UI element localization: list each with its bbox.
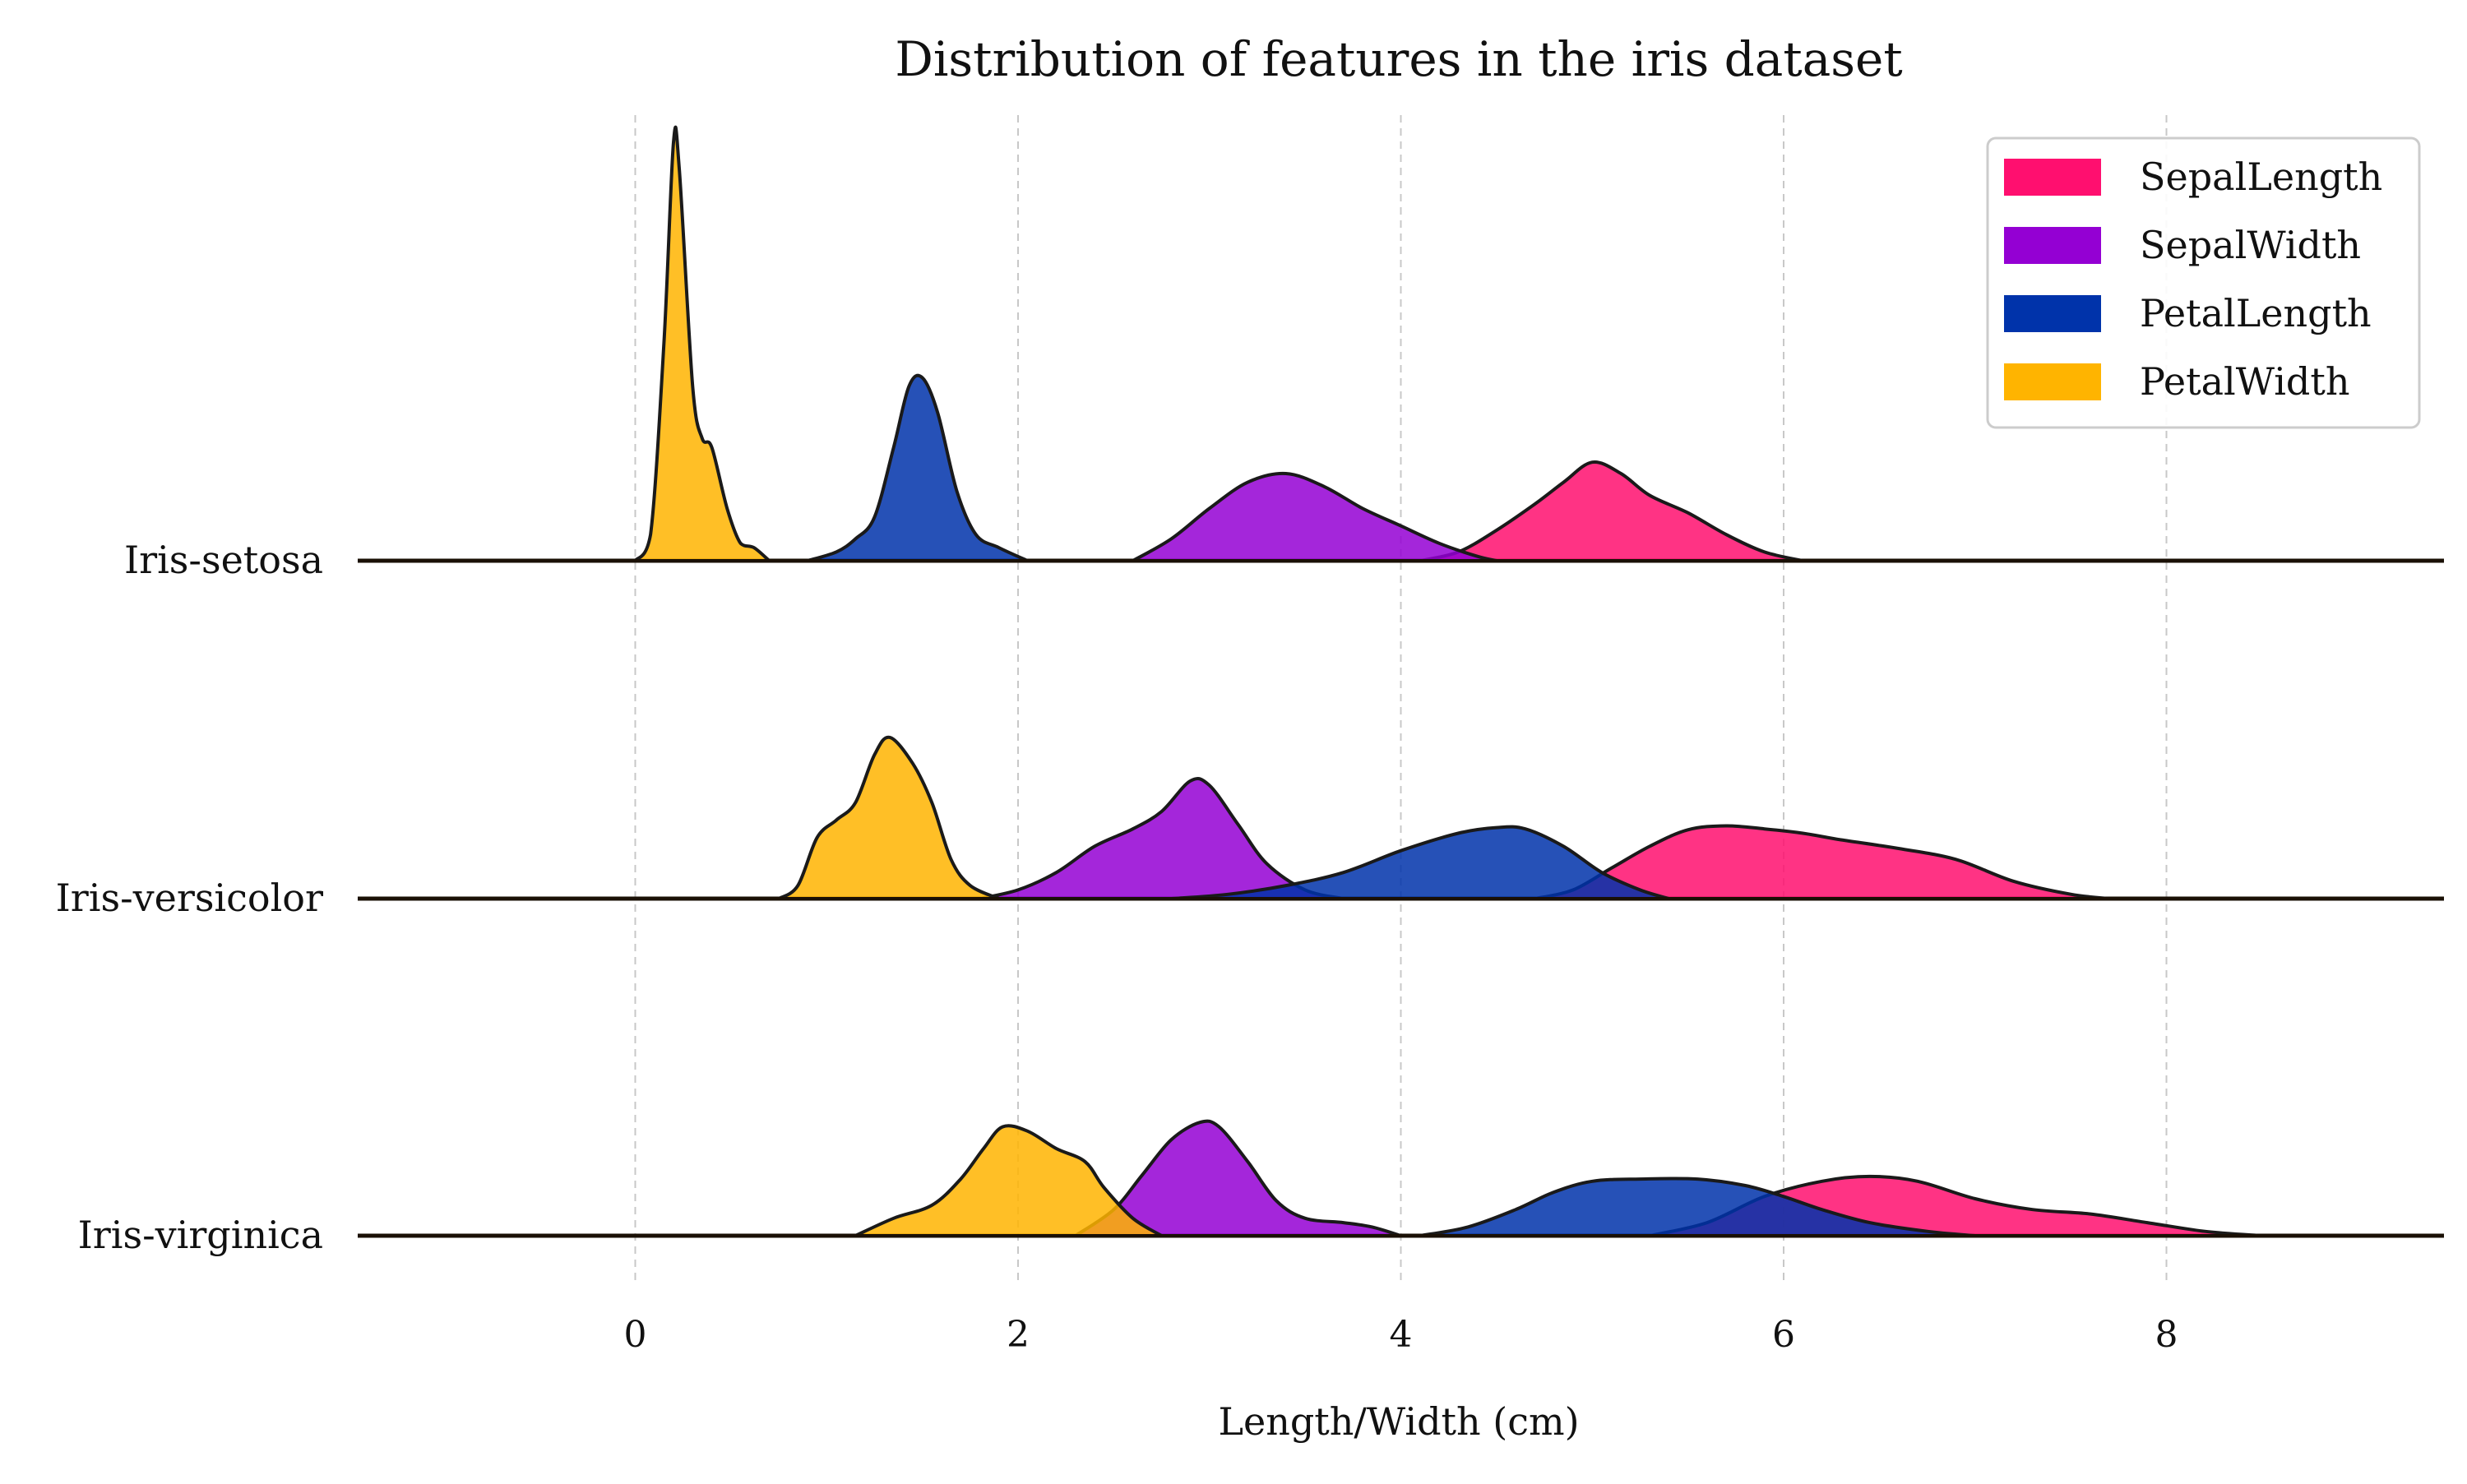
grid-lines <box>634 115 2168 1283</box>
legend-swatch-PetalLength <box>2004 295 2101 332</box>
density-outline-PetalLength <box>1171 825 1669 900</box>
x-tick-label-4: 4 <box>1390 1314 1413 1356</box>
legend-swatch-SepalWidth <box>2004 227 2101 264</box>
density-outline-PetalLength <box>807 373 1029 562</box>
density-fill-SepalWidth <box>1075 1121 1401 1236</box>
density-outline-PetalLength <box>1419 1177 1975 1237</box>
x-tick-label-2: 2 <box>1007 1314 1030 1356</box>
density-outline-SepalWidth <box>979 776 1345 900</box>
density-fill-PetalLength <box>1171 826 1669 899</box>
x-tick-label-0: 0 <box>623 1314 646 1356</box>
density-fill-SepalWidth <box>979 778 1344 899</box>
row-labels: Iris-setosa Iris-versicolor Iris-virginica <box>56 538 323 1257</box>
legend-swatch-SepalLength <box>2004 159 2101 196</box>
legend-swatch-PetalWidth <box>2004 363 2101 400</box>
ridge-row-Iris-versicolor <box>358 735 2444 901</box>
chart-title: Distribution of features in the iris dat… <box>895 31 1902 87</box>
density-outline-PetalWidth <box>777 735 1000 900</box>
ridge-row-Iris-setosa <box>358 125 2444 563</box>
x-tick-labels: 0 2 4 6 8 <box>623 1314 2178 1356</box>
x-tick-label-8: 8 <box>2155 1314 2178 1356</box>
density-fill-PetalLength <box>808 375 1028 561</box>
row-label-Iris-versicolor: Iris-versicolor <box>56 876 323 920</box>
density-outline-PetalWidth <box>633 125 771 562</box>
legend-label-SepalWidth: SepalWidth <box>2140 223 2361 267</box>
density-fill-SepalLength <box>1534 825 2109 899</box>
density-fill-PetalWidth <box>779 737 999 899</box>
density-outline-PetalWidth <box>854 1124 1163 1237</box>
legend: SepalLength SepalWidth PetalLength PetalWid… <box>1986 136 2421 429</box>
density-fill-PetalLength <box>1419 1178 1975 1236</box>
density-fill-PetalWidth <box>635 127 770 561</box>
legend-label-SepalLength: SepalLength <box>2140 155 2382 199</box>
legend-label-PetalWidth: PetalWidth <box>2140 359 2349 404</box>
row-label-Iris-virginica: Iris-virginica <box>78 1213 323 1257</box>
density-fill-SepalWidth <box>1132 473 1497 561</box>
density-outline-SepalWidth <box>1132 471 1497 562</box>
x-tick-label-6: 6 <box>1772 1314 1795 1356</box>
legend-frame <box>1986 136 2421 429</box>
ridge-row-Iris-virginica <box>358 1119 2444 1238</box>
density-fill-PetalWidth <box>855 1126 1162 1236</box>
ridges <box>358 125 2444 1238</box>
density-outline-SepalWidth <box>1074 1119 1402 1237</box>
row-label-Iris-setosa: Iris-setosa <box>124 538 323 582</box>
density-outline-SepalLength <box>1534 824 2109 900</box>
legend-label-PetalLength: PetalLength <box>2140 291 2372 335</box>
density-fill-SepalLength <box>1419 461 1803 561</box>
x-axis-label: Length/Width (cm) <box>1218 1399 1579 1444</box>
density-outline-SepalLength <box>1419 460 1803 562</box>
